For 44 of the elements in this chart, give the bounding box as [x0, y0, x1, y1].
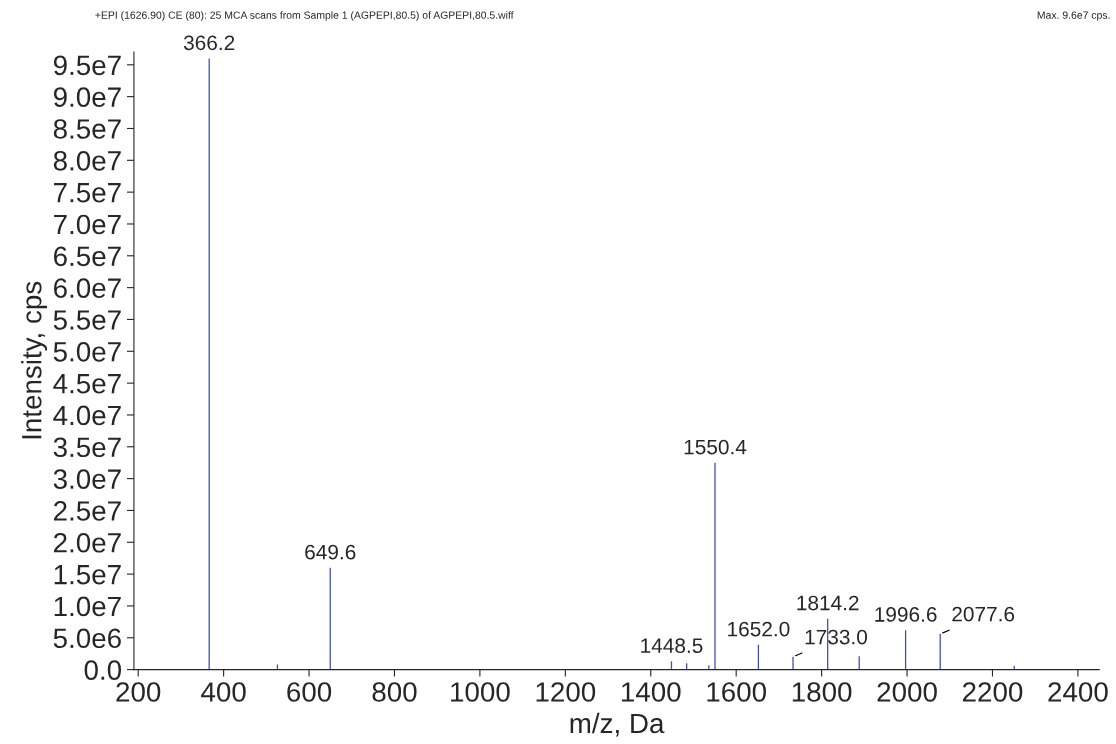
y-tick-label: 8.0e7 [53, 150, 121, 171]
annotation: 2077.6 [952, 606, 1015, 622]
chart-title: +EPI (1626.90) CE (80): 25 MCA scans from Sample 1 (AGPEPI,80.5) of AGPEPI,80.5.wiff [95, 11, 514, 21]
x-tick-label: 1600 [707, 682, 766, 702]
y-axis-title: Intensity, cps [21, 281, 48, 439]
y-tick-label: 8.5e7 [53, 119, 121, 139]
x-tick-label: 400 [201, 682, 246, 702]
y-tick-label: 5.5e7 [53, 310, 121, 330]
y-tick-label: 9.0e7 [53, 87, 121, 107]
y-tick-label: 5.0e7 [53, 341, 121, 362]
x-tick-label: 600 [287, 682, 332, 702]
y-tick-label: 2.0e7 [54, 532, 121, 553]
y-tick-label: 5.0e6 [53, 628, 121, 649]
y-tick-label: 3.5e7 [53, 437, 121, 458]
annotation: 649.6 [305, 544, 356, 560]
x-tick-label: 800 [372, 682, 417, 702]
y-tick-label: 4.0e7 [53, 405, 121, 426]
x-axis-title: m/z, Da [570, 712, 665, 737]
x-tick-label: 1400 [621, 682, 681, 702]
y-tick-label: 6.5e7 [54, 246, 121, 267]
y-tick-label: 1.5e7 [54, 565, 121, 585]
y-tick-label: 9.5e7 [53, 55, 121, 76]
annotation: 366.2 [183, 35, 235, 51]
y-tick-label: 7.5e7 [54, 183, 121, 203]
y-tick-label: 4.5e7 [53, 374, 121, 394]
annotation: 1550.4 [684, 439, 747, 455]
y-tick-label: 2.5e7 [54, 501, 121, 521]
x-tick-label: 2200 [962, 682, 1023, 702]
x-tick-label: 1800 [792, 682, 852, 702]
y-tick-label: 7.0e7 [54, 214, 121, 235]
y-tick-label: 0.0 [84, 660, 122, 680]
x-tick-label: 1000 [451, 682, 510, 702]
x-tick-label: 1200 [536, 682, 596, 702]
annotation: 1448.5 [641, 638, 703, 654]
annotation: 1652.0 [728, 621, 790, 637]
text: Max. 9.6e7 cps. [1037, 11, 1110, 21]
y-tick-label: 6.0e7 [54, 278, 121, 298]
annotation: 1814.2 [797, 595, 859, 611]
y-tick-label: 1.0e7 [54, 596, 121, 617]
x-tick-label: 200 [116, 682, 161, 702]
annotation: 1996.6 [875, 607, 937, 622]
x-tick-label: 2000 [877, 682, 937, 702]
x-tick-label: 2400 [1048, 682, 1108, 702]
y-tick-label: 3.0e7 [53, 469, 121, 489]
